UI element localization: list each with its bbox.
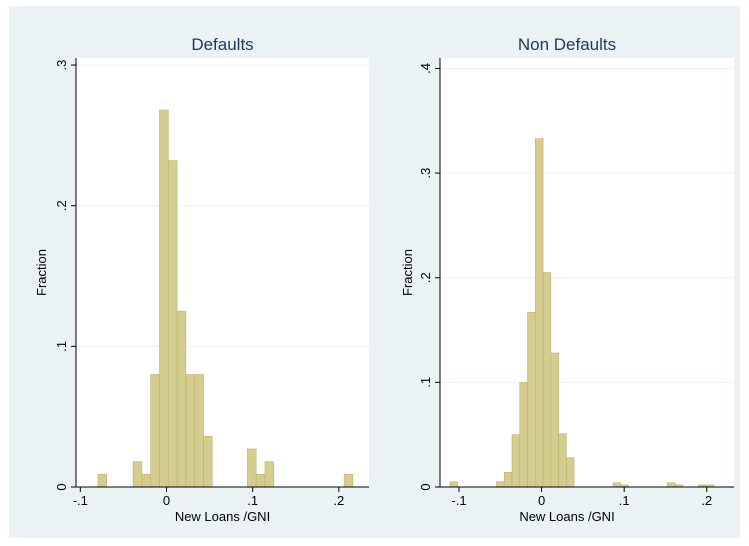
- histogram-bar: [612, 482, 621, 488]
- y-tick-label: 0: [54, 483, 69, 490]
- histogram-bar: [566, 457, 575, 488]
- histogram-bar: [255, 474, 266, 488]
- x-tick-label: -.1: [451, 493, 466, 508]
- histogram-bar: [535, 138, 544, 488]
- histogram-bar: [542, 272, 552, 488]
- histogram-bar: [558, 433, 567, 488]
- histogram-bar: [496, 481, 505, 488]
- x-tick-label: .2: [701, 493, 712, 508]
- grid-lines: [76, 64, 369, 347]
- histogram-bar: [176, 310, 187, 488]
- histogram-bars: [97, 109, 354, 488]
- plot-area: [440, 58, 734, 487]
- y-axis-label: Fraction: [400, 249, 415, 296]
- histogram-bar: [343, 474, 354, 488]
- y-tick-label: .4: [418, 63, 433, 74]
- grid-lines: [440, 67, 734, 383]
- histogram-bar: [150, 374, 160, 488]
- chart-title: Non Defaults: [518, 35, 616, 54]
- y-tick-label: .3: [54, 60, 69, 71]
- histogram-bar: [511, 434, 521, 488]
- y-tick-label: .1: [418, 377, 433, 388]
- y-tick-label: .3: [418, 168, 433, 179]
- ticks: 0 .1 .2 .3 -.1 0 .1 .2: [54, 60, 344, 508]
- x-tick-label: 0: [538, 493, 545, 508]
- histogram-bar: [159, 109, 169, 488]
- histogram-bar: [527, 311, 536, 488]
- histogram-bar: [550, 352, 559, 488]
- x-axis-label: New Loans /GNI: [519, 509, 614, 524]
- x-tick-label: .2: [333, 493, 344, 508]
- ticks: 0 .1 .2 .3 .4 -.1 0 .1 .2: [418, 63, 712, 508]
- histogram-bar: [519, 382, 528, 488]
- histogram-bar: [185, 374, 195, 488]
- plot-area: [76, 58, 369, 487]
- histogram-bar: [167, 160, 178, 488]
- histogram-bar: [97, 474, 108, 488]
- x-tick-label: 0: [163, 493, 170, 508]
- histogram-bar: [132, 461, 143, 488]
- histogram-bar: [141, 474, 152, 488]
- histogram-bar: [264, 461, 275, 488]
- axes: [439, 58, 734, 488]
- x-tick-label: .1: [247, 493, 258, 508]
- axes: [75, 58, 369, 488]
- histogram-bar: [503, 472, 513, 488]
- y-axis-label: Fraction: [34, 249, 49, 296]
- histogram-bar: [666, 482, 676, 488]
- chart-title: Defaults: [191, 35, 253, 54]
- y-tick-label: .1: [54, 341, 69, 352]
- x-tick-label: .1: [619, 493, 630, 508]
- y-tick-label: 0: [418, 483, 433, 490]
- histogram-bar: [203, 436, 213, 488]
- panel-non-defaults: 0 .1 .2 .3 .4 -.1 0 .1 .2 Non Defaults New Loans…: [400, 35, 734, 524]
- histogram-bar: [449, 481, 458, 488]
- panel-defaults: 0.1.2.3-.1 0.1.2 Defaults New Loans /GNI …: [34, 35, 369, 524]
- histogram-bar: [194, 374, 204, 488]
- histogram-bar: [247, 448, 257, 488]
- x-tick-label: -.1: [73, 493, 88, 508]
- x-axis-label: New Loans /GNI: [175, 509, 270, 524]
- y-tick-label: .2: [418, 272, 433, 283]
- y-tick-label: .2: [54, 200, 69, 211]
